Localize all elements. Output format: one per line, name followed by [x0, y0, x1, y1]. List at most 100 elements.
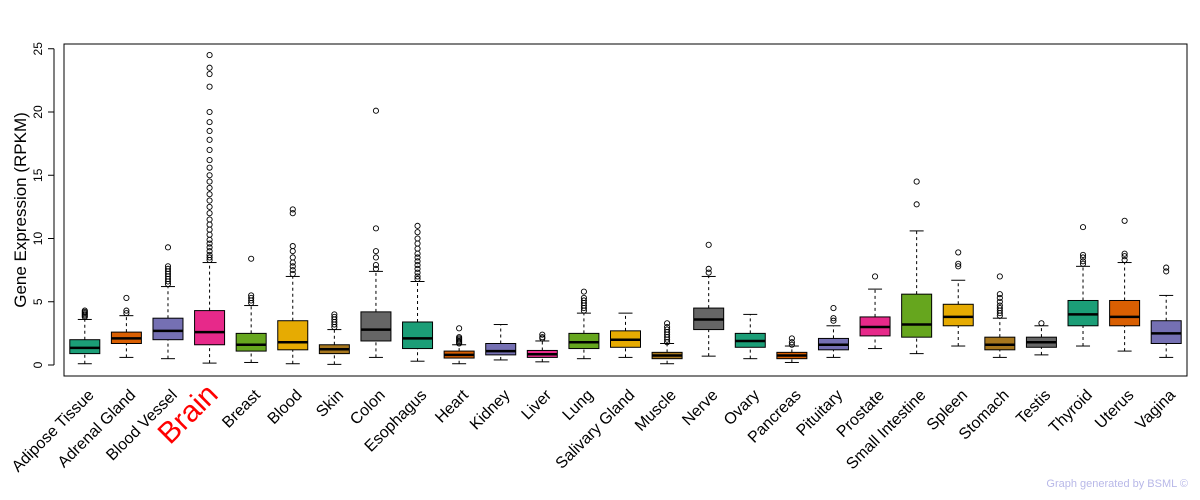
box-salivary-gland	[610, 312, 641, 358]
iqr-box	[485, 342, 517, 356]
box-vagina	[1150, 264, 1182, 358]
box-adrenal-gland	[110, 294, 142, 358]
outlier-point	[289, 267, 296, 274]
outlier-point	[1121, 250, 1128, 257]
outlier-point	[206, 178, 213, 185]
outlier-point	[123, 307, 130, 314]
x-label-skin: Skin	[313, 387, 347, 421]
outlier-point	[414, 275, 421, 283]
iqr-box	[984, 336, 1016, 351]
box-stomach	[984, 273, 1016, 358]
outlier-point	[414, 262, 421, 269]
outlier-point	[289, 248, 296, 255]
outlier-point	[1079, 251, 1087, 258]
outlier-point	[539, 331, 546, 338]
outlier-point	[206, 83, 213, 90]
box-spleen	[942, 249, 974, 347]
box-muscle	[651, 320, 683, 365]
outlier-point	[913, 201, 920, 208]
y-tick-label: 0	[31, 361, 45, 368]
outlier-point	[248, 292, 255, 299]
outlier-point	[164, 265, 172, 272]
outlier-point	[996, 291, 1003, 298]
y-tick-label: 20	[31, 105, 45, 119]
outlier-point	[955, 263, 962, 270]
outlier-point	[206, 226, 213, 233]
outlier-point	[705, 265, 712, 272]
box-pancreas	[776, 335, 808, 363]
iqr-box	[360, 311, 392, 342]
box-lung	[568, 288, 600, 360]
iqr-box	[1067, 299, 1099, 327]
outlier-point	[248, 294, 255, 302]
outlier-point	[1121, 256, 1128, 264]
outlier-point	[289, 206, 296, 213]
box-ovary	[734, 313, 766, 360]
outlier-point	[955, 249, 962, 256]
box-small-intestine	[901, 178, 933, 355]
x-label-breast: Breast	[219, 386, 264, 431]
outlier-point	[206, 244, 213, 251]
outlier-point	[1163, 268, 1170, 275]
outlier-point	[206, 191, 213, 198]
outlier-point	[1121, 253, 1128, 260]
outlier-point	[664, 323, 671, 331]
outlier-point	[81, 307, 88, 314]
outlier-point	[996, 305, 1003, 312]
outlier-point	[206, 172, 213, 179]
outlier-point	[289, 270, 296, 277]
outlier-point	[1121, 217, 1128, 224]
outlier-point	[206, 254, 213, 261]
outlier-point	[788, 341, 795, 348]
outlier-point	[456, 334, 463, 341]
x-label-kidney: Kidney	[467, 387, 514, 434]
iqr-box	[568, 332, 600, 350]
box-blood	[277, 206, 309, 365]
iqr-box	[901, 293, 933, 338]
outlier-point	[414, 229, 421, 236]
x-label-nerve: Nerve	[679, 387, 721, 429]
outlier-point	[206, 197, 213, 204]
outlier-point	[414, 273, 421, 280]
outlier-point	[289, 254, 296, 261]
outlier-point	[123, 310, 130, 317]
box-blood-vessel	[152, 244, 184, 360]
x-label-liver: Liver	[519, 386, 556, 423]
outlier-point	[206, 231, 213, 238]
outlier-point	[1079, 224, 1087, 231]
iqr-box	[277, 320, 309, 351]
box-heart	[443, 325, 475, 365]
box-testis	[1025, 320, 1057, 356]
box-liver	[526, 331, 558, 363]
outlier-point	[372, 107, 379, 114]
outlier-point	[206, 108, 213, 116]
outlier-point	[996, 294, 1003, 302]
x-label-thyroid: Thyroid	[1046, 387, 1096, 437]
y-axis: 0 5 10 15 20 25	[31, 42, 55, 368]
outlier-point	[580, 294, 587, 302]
outlier-point	[996, 273, 1003, 280]
outlier-point	[1163, 264, 1170, 271]
outlier-point	[206, 136, 213, 143]
outlier-point	[206, 216, 213, 223]
plot-frame	[63, 43, 1188, 377]
box-esophagus	[402, 222, 434, 362]
outlier-point	[539, 334, 546, 341]
outlier-point	[372, 225, 379, 232]
outlier-point	[289, 263, 296, 270]
outlier-point	[1038, 320, 1045, 327]
outlier-point	[996, 298, 1003, 305]
outlier-point	[206, 119, 213, 126]
y-tick-label: 25	[31, 42, 45, 56]
outlier-point	[372, 254, 379, 261]
outlier-point	[372, 248, 379, 255]
iqr-box	[152, 317, 184, 341]
outlier-point	[414, 240, 421, 247]
outlier-point	[996, 302, 1003, 309]
outlier-point	[788, 339, 795, 346]
box-nerve	[693, 241, 725, 357]
iqr-box	[69, 339, 101, 355]
outlier-point	[913, 178, 920, 185]
iqr-box	[1150, 320, 1182, 344]
